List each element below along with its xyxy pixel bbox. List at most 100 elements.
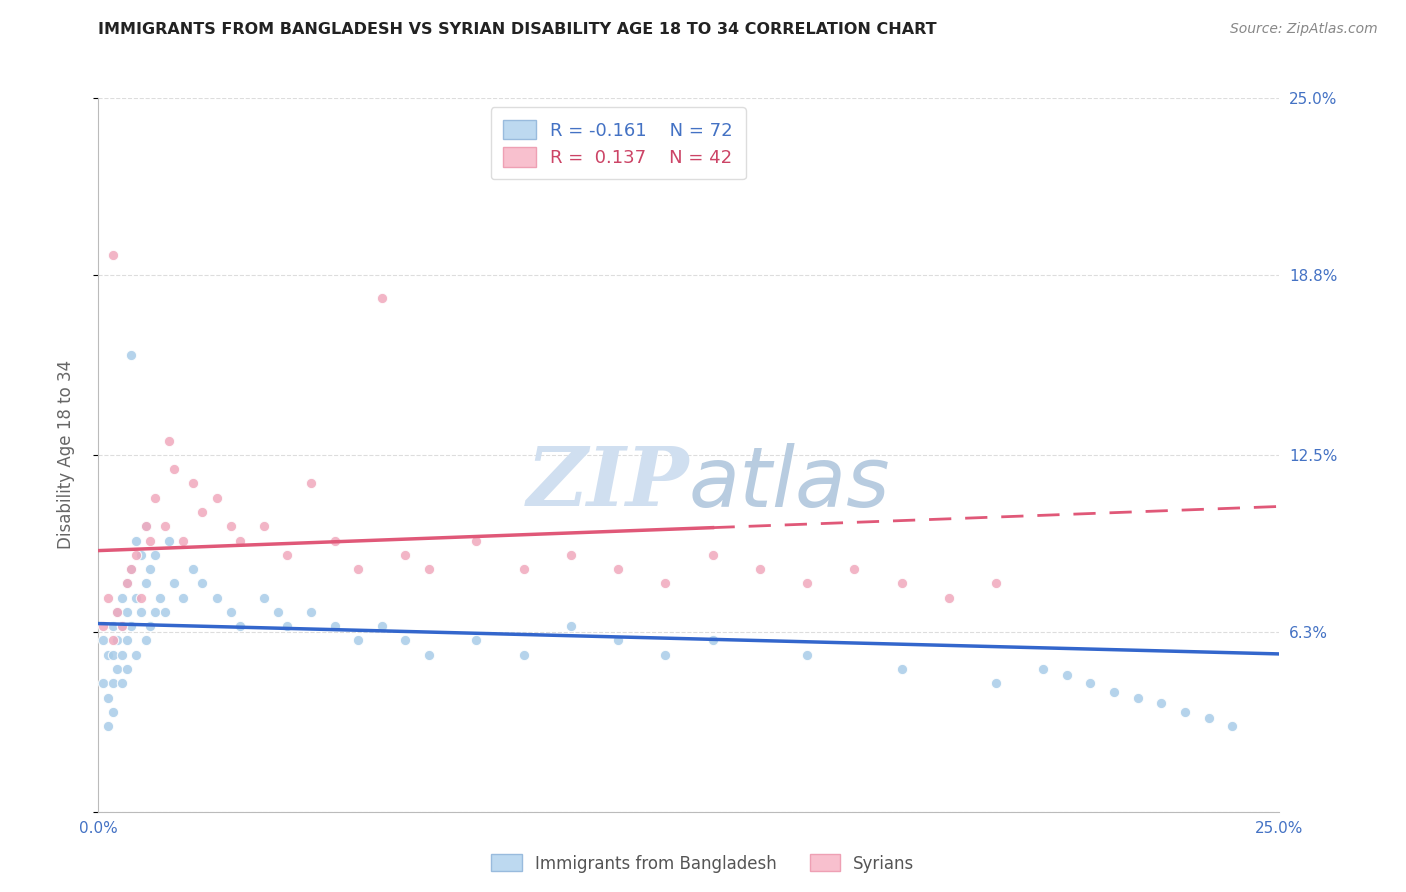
Point <box>205 591 228 605</box>
Point <box>1126 690 1149 705</box>
Point <box>115 576 138 591</box>
Point <box>111 591 134 605</box>
Point <box>115 633 138 648</box>
Point <box>394 633 416 648</box>
Point <box>97 591 120 605</box>
Point <box>143 548 166 562</box>
Point <box>984 676 1007 690</box>
Point <box>105 662 128 676</box>
Point <box>172 533 194 548</box>
Point <box>1220 719 1243 733</box>
Point <box>91 619 114 633</box>
Point <box>347 562 370 576</box>
Point <box>394 548 416 562</box>
Point <box>129 605 152 619</box>
Point <box>91 633 114 648</box>
Point <box>512 648 534 662</box>
Point <box>121 619 143 633</box>
Point <box>135 576 157 591</box>
Point <box>115 576 138 591</box>
Point <box>129 591 152 605</box>
Point <box>97 719 120 733</box>
Point <box>938 591 960 605</box>
Point <box>219 519 242 533</box>
Point <box>890 576 912 591</box>
Point <box>371 291 394 305</box>
Point <box>796 648 818 662</box>
Point <box>890 662 912 676</box>
Point <box>253 591 276 605</box>
Point <box>702 633 724 648</box>
Point <box>844 562 866 576</box>
Point <box>465 533 488 548</box>
Y-axis label: Disability Age 18 to 34: Disability Age 18 to 34 <box>56 360 75 549</box>
Point <box>157 434 180 448</box>
Point <box>205 491 228 505</box>
Point <box>101 676 124 690</box>
Text: IMMIGRANTS FROM BANGLADESH VS SYRIAN DISABILITY AGE 18 TO 34 CORRELATION CHART: IMMIGRANTS FROM BANGLADESH VS SYRIAN DIS… <box>98 22 936 37</box>
Point <box>229 619 252 633</box>
Point <box>560 548 582 562</box>
Point <box>323 533 346 548</box>
Point <box>465 633 488 648</box>
Point <box>101 705 124 719</box>
Point <box>654 648 676 662</box>
Point <box>418 562 440 576</box>
Point <box>121 562 143 576</box>
Point <box>115 662 138 676</box>
Point <box>607 562 630 576</box>
Point <box>191 576 214 591</box>
Text: atlas: atlas <box>689 443 890 524</box>
Point <box>129 548 152 562</box>
Point <box>229 533 252 548</box>
Point <box>125 648 148 662</box>
Point <box>560 619 582 633</box>
Point <box>1032 662 1054 676</box>
Point <box>512 562 534 576</box>
Point <box>105 633 128 648</box>
Point <box>1080 676 1102 690</box>
Point <box>125 548 148 562</box>
Point <box>163 576 186 591</box>
Point <box>139 619 162 633</box>
Point <box>1056 667 1078 681</box>
Text: ZIP: ZIP <box>526 443 689 524</box>
Point <box>418 648 440 662</box>
Point <box>121 348 143 362</box>
Point <box>654 576 676 591</box>
Legend: Immigrants from Bangladesh, Syrians: Immigrants from Bangladesh, Syrians <box>485 847 921 880</box>
Point <box>702 548 724 562</box>
Point <box>1102 685 1125 699</box>
Point <box>125 591 148 605</box>
Point <box>984 576 1007 591</box>
Point <box>105 605 128 619</box>
Legend: R = -0.161    N = 72, R =  0.137    N = 42: R = -0.161 N = 72, R = 0.137 N = 42 <box>491 107 745 179</box>
Point <box>135 519 157 533</box>
Point <box>157 533 180 548</box>
Point <box>135 519 157 533</box>
Point <box>121 562 143 576</box>
Point <box>163 462 186 476</box>
Point <box>153 605 176 619</box>
Point <box>101 619 124 633</box>
Point <box>91 676 114 690</box>
Point <box>139 533 162 548</box>
Point <box>1150 696 1173 710</box>
Point <box>101 633 124 648</box>
Point <box>323 619 346 633</box>
Point <box>101 648 124 662</box>
Point <box>101 248 124 262</box>
Point <box>111 619 134 633</box>
Point <box>97 690 120 705</box>
Point <box>125 533 148 548</box>
Point <box>115 605 138 619</box>
Point <box>347 633 370 648</box>
Point <box>143 491 166 505</box>
Point <box>371 619 394 633</box>
Point <box>276 548 298 562</box>
Point <box>105 605 128 619</box>
Point <box>299 476 322 491</box>
Point <box>181 476 204 491</box>
Point <box>153 519 176 533</box>
Point <box>299 605 322 619</box>
